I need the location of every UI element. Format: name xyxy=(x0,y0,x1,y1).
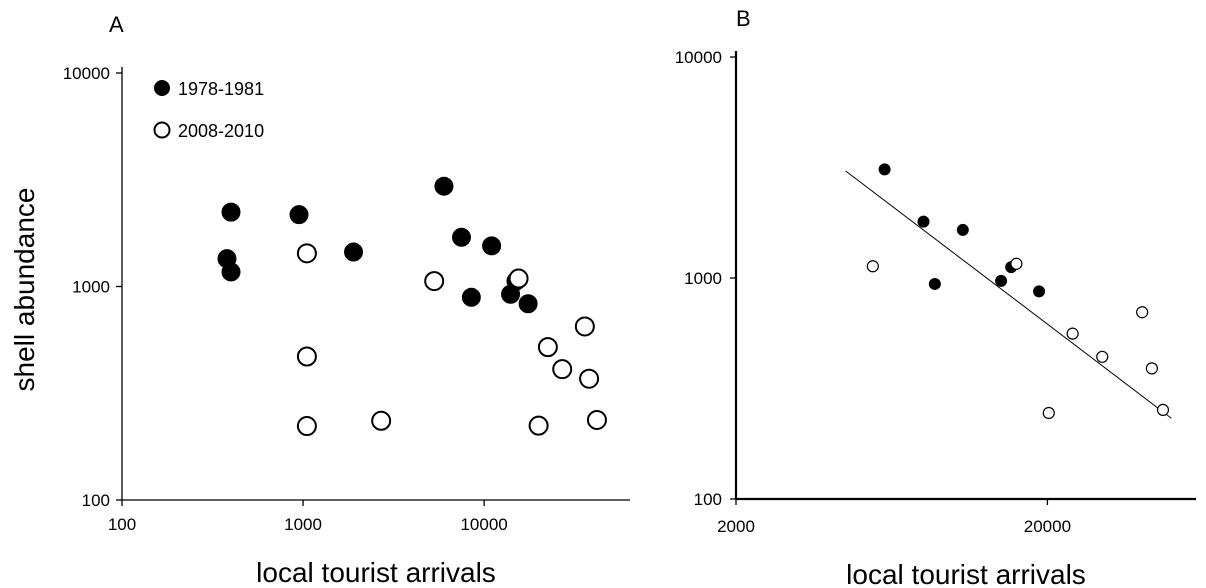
data-point-filled xyxy=(518,294,538,314)
x-tick-label: 100 xyxy=(108,515,136,534)
y-tick-label: 10000 xyxy=(675,48,722,67)
data-point-filled xyxy=(482,236,502,256)
y-tick-label: 10000 xyxy=(63,64,110,83)
data-point-filled xyxy=(956,223,969,236)
x-tick-label: 10000 xyxy=(460,515,507,534)
data-point-open xyxy=(424,271,445,292)
data-point-filled xyxy=(289,205,309,225)
data-point-filled xyxy=(434,176,454,196)
data-point-open xyxy=(528,415,549,436)
data-point-open xyxy=(579,368,600,389)
legend-marker xyxy=(154,80,170,96)
data-point-filled xyxy=(451,227,471,247)
x-axis-label: local tourist arrivals xyxy=(846,559,1086,588)
data-point-open xyxy=(296,346,317,367)
legend-label: 2008-2010 xyxy=(178,121,264,141)
data-point-open xyxy=(586,409,607,430)
panel-a: 100 1000 10000 100 1000 10000 local tourist ar… xyxy=(9,12,630,588)
x-tick-label: 1000 xyxy=(284,515,322,534)
y-tick-label: 1000 xyxy=(684,269,722,288)
data-point-open xyxy=(371,410,392,431)
data-point-open xyxy=(1156,403,1170,417)
trend-line xyxy=(845,170,1172,419)
data-point-open xyxy=(552,359,573,380)
panel-label: B xyxy=(736,6,751,31)
legend-marker xyxy=(153,121,171,139)
y-tick-label: 100 xyxy=(694,490,722,509)
data-point-open xyxy=(574,316,595,337)
data-point-filled xyxy=(928,277,941,290)
data-point-filled xyxy=(344,242,364,262)
y-axis-label: shell abundance xyxy=(9,188,40,392)
panel-b: 100 1000 10000 2000 20000 local tourist arriv… xyxy=(675,6,1196,588)
data-point-filled xyxy=(1033,285,1046,298)
data-point-open xyxy=(508,268,529,289)
legend-label: 1978-1981 xyxy=(178,79,264,99)
x-axis-label: local tourist arrivals xyxy=(256,557,496,588)
data-point-filled xyxy=(461,287,481,307)
x-tick-label: 2000 xyxy=(717,517,755,536)
y-tick-label: 1000 xyxy=(72,278,110,297)
data-point-filled xyxy=(878,163,891,176)
data-point-filled xyxy=(995,274,1008,287)
data-point-open xyxy=(537,337,558,358)
x-tick-label: 20000 xyxy=(1024,517,1071,536)
data-point-open xyxy=(1096,350,1109,363)
data-point-open xyxy=(1010,257,1023,270)
data-point-filled xyxy=(917,215,930,228)
panel-label: A xyxy=(109,12,124,37)
data-point-open xyxy=(866,260,879,273)
data-point-filled xyxy=(221,202,241,222)
data-point-open xyxy=(1066,327,1079,340)
data-point-open xyxy=(1145,362,1158,375)
y-tick-label: 100 xyxy=(82,491,110,510)
data-point-open xyxy=(296,243,317,264)
data-point-open xyxy=(1136,306,1149,319)
data-point-open xyxy=(296,416,317,437)
data-point-open xyxy=(1042,406,1055,420)
data-point-filled xyxy=(221,262,241,282)
